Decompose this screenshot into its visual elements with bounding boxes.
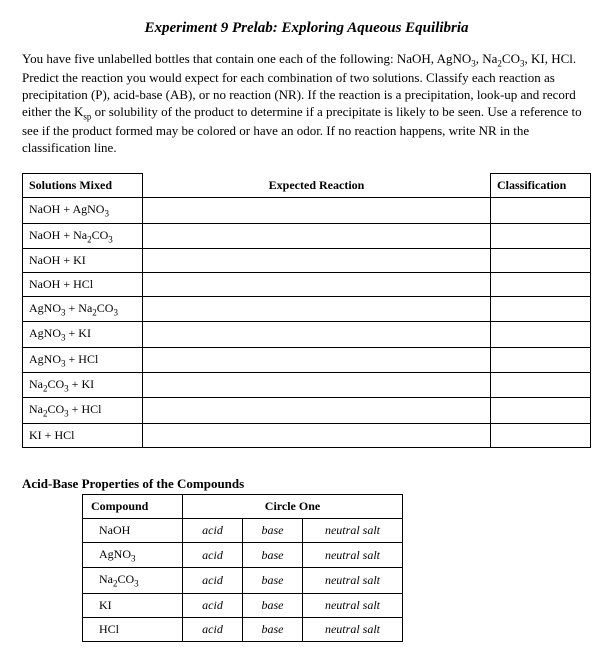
intro-text: , Na xyxy=(476,51,498,66)
table-row: AgNO3 + Na2CO3 xyxy=(23,296,591,321)
compound-cell: AgNO3 xyxy=(83,542,183,567)
acidbase-table: Compound Circle One NaOHacidbaseneutral … xyxy=(82,494,403,642)
table-row: HClacidbaseneutral salt xyxy=(83,617,403,641)
table-row: KIacidbaseneutral salt xyxy=(83,593,403,617)
table-row: Na2CO3acidbaseneutral salt xyxy=(83,568,403,593)
col-circle-one: Circle One xyxy=(183,494,403,518)
solutions-cell: NaOH + KI xyxy=(23,248,143,272)
compound-cell: Na2CO3 xyxy=(83,568,183,593)
option-acid: acid xyxy=(183,518,243,542)
intro-text: You have five unlabelled bottles that co… xyxy=(22,51,471,66)
classification-cell xyxy=(491,322,591,347)
expected-cell xyxy=(143,373,491,398)
option-base: base xyxy=(243,542,303,567)
reactions-table: Solutions Mixed Expected Reaction Classi… xyxy=(22,173,591,448)
expected-cell xyxy=(143,347,491,372)
expected-cell xyxy=(143,198,491,223)
option-neutral: neutral salt xyxy=(303,568,403,593)
table-row: NaOHacidbaseneutral salt xyxy=(83,518,403,542)
option-acid: acid xyxy=(183,593,243,617)
table-row: NaOH + Na2CO3 xyxy=(23,223,591,248)
solutions-cell: AgNO3 + HCl xyxy=(23,347,143,372)
table-row: AgNO3acidbaseneutral salt xyxy=(83,542,403,567)
expected-cell xyxy=(143,248,491,272)
table-row: AgNO3 + HCl xyxy=(23,347,591,372)
option-neutral: neutral salt xyxy=(303,617,403,641)
table-header-row: Solutions Mixed Expected Reaction Classi… xyxy=(23,174,591,198)
solutions-cell: NaOH + HCl xyxy=(23,272,143,296)
table-row: AgNO3 + KI xyxy=(23,322,591,347)
compound-cell: HCl xyxy=(83,617,183,641)
col-classification: Classification xyxy=(491,174,591,198)
solutions-cell: AgNO3 + Na2CO3 xyxy=(23,296,143,321)
classification-cell xyxy=(491,423,591,447)
table-row: NaOH + KI xyxy=(23,248,591,272)
classification-cell xyxy=(491,347,591,372)
intro-text: CO xyxy=(502,51,520,66)
solutions-cell: NaOH + Na2CO3 xyxy=(23,223,143,248)
expected-cell xyxy=(143,398,491,423)
classification-cell xyxy=(491,296,591,321)
compound-cell: NaOH xyxy=(83,518,183,542)
expected-cell xyxy=(143,272,491,296)
acidbase-heading: Acid-Base Properties of the Compounds xyxy=(22,476,591,492)
compound-cell: KI xyxy=(83,593,183,617)
expected-cell xyxy=(143,296,491,321)
classification-cell xyxy=(491,198,591,223)
col-solutions: Solutions Mixed xyxy=(23,174,143,198)
option-acid: acid xyxy=(183,568,243,593)
option-base: base xyxy=(243,518,303,542)
classification-cell xyxy=(491,223,591,248)
table-row: NaOH + HCl xyxy=(23,272,591,296)
table-header-row: Compound Circle One xyxy=(83,494,403,518)
solutions-cell: NaOH + AgNO3 xyxy=(23,198,143,223)
intro-paragraph: You have five unlabelled bottles that co… xyxy=(22,51,591,157)
table-row: Na2CO3 + HCl xyxy=(23,398,591,423)
option-acid: acid xyxy=(183,617,243,641)
option-neutral: neutral salt xyxy=(303,593,403,617)
intro-text: or solubility of the product to determin… xyxy=(22,104,582,155)
classification-cell xyxy=(491,272,591,296)
option-base: base xyxy=(243,568,303,593)
col-compound: Compound xyxy=(83,494,183,518)
page-title: Experiment 9 Prelab: Exploring Aqueous E… xyxy=(22,20,591,37)
expected-cell xyxy=(143,223,491,248)
option-neutral: neutral salt xyxy=(303,542,403,567)
col-expected: Expected Reaction xyxy=(143,174,491,198)
solutions-cell: AgNO3 + KI xyxy=(23,322,143,347)
expected-cell xyxy=(143,423,491,447)
option-base: base xyxy=(243,617,303,641)
option-acid: acid xyxy=(183,542,243,567)
option-base: base xyxy=(243,593,303,617)
solutions-cell: KI + HCl xyxy=(23,423,143,447)
classification-cell xyxy=(491,248,591,272)
table-row: NaOH + AgNO3 xyxy=(23,198,591,223)
table-row: KI + HCl xyxy=(23,423,591,447)
expected-cell xyxy=(143,322,491,347)
table-row: Na2CO3 + KI xyxy=(23,373,591,398)
classification-cell xyxy=(491,398,591,423)
solutions-cell: Na2CO3 + KI xyxy=(23,373,143,398)
option-neutral: neutral salt xyxy=(303,518,403,542)
classification-cell xyxy=(491,373,591,398)
solutions-cell: Na2CO3 + HCl xyxy=(23,398,143,423)
